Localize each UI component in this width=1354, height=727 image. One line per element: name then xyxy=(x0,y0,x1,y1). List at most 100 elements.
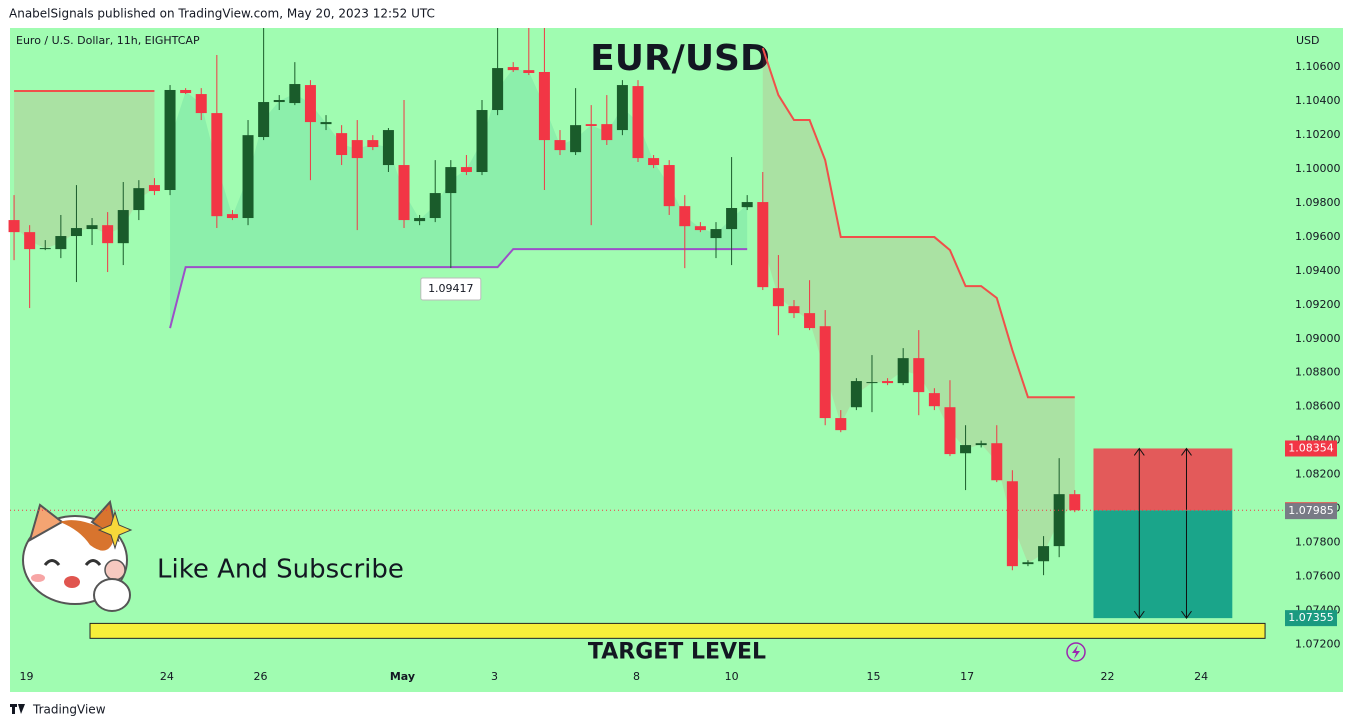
y-tick-label: 1.08600 xyxy=(1295,400,1341,413)
candle-body xyxy=(1038,546,1050,562)
footer-bar xyxy=(0,697,1354,727)
cat-icon xyxy=(22,499,133,612)
candle-body xyxy=(1006,481,1018,567)
subtitle: Euro / U.S. Dollar, 11h, EIGHTCAP xyxy=(16,34,200,47)
candle-body xyxy=(414,218,426,222)
y-tick-label: 1.08800 xyxy=(1295,366,1341,379)
x-tick-label: 3 xyxy=(491,670,498,683)
candle-body xyxy=(648,158,660,166)
candle-body xyxy=(39,248,51,250)
candle-body xyxy=(8,220,20,233)
x-tick-label: 22 xyxy=(1101,670,1115,683)
lightning-icon xyxy=(1066,642,1086,662)
y-tick-label: 1.10400 xyxy=(1295,94,1341,107)
candle-body xyxy=(991,443,1003,481)
candle-body xyxy=(788,306,800,314)
candle-body xyxy=(757,202,769,288)
x-tick-label: 19 xyxy=(20,670,34,683)
candle-body xyxy=(819,326,831,419)
y-tick-label: 1.09400 xyxy=(1295,264,1341,277)
chart-title: EUR/USD xyxy=(590,38,770,79)
candle-body xyxy=(242,135,254,219)
candle-body xyxy=(429,193,441,219)
y-tick-label: 1.08200 xyxy=(1295,468,1341,481)
candle-body xyxy=(273,100,285,103)
candle-body xyxy=(601,124,613,141)
target-label: TARGET LEVEL xyxy=(588,639,766,664)
y-tick-label: 1.07200 xyxy=(1295,637,1341,650)
x-tick-label: May xyxy=(390,670,415,683)
stop-zone xyxy=(1093,448,1233,511)
x-tick-label: 8 xyxy=(633,670,640,683)
footer: TradingView xyxy=(32,703,106,717)
price-badge-label: 1.07985 xyxy=(1288,504,1334,517)
candle-body xyxy=(804,313,816,329)
candle-body xyxy=(710,229,722,239)
candle-body xyxy=(398,165,410,221)
candle-body xyxy=(367,140,379,148)
price-badge xyxy=(1285,440,1337,457)
candle-body xyxy=(663,165,675,207)
candle-body xyxy=(523,70,535,74)
candle-body xyxy=(102,225,114,244)
y-tick-label: 1.07800 xyxy=(1295,536,1341,549)
candle-body xyxy=(195,94,207,114)
candle-body xyxy=(382,130,394,166)
candle-body xyxy=(148,185,160,192)
low-annotation-box xyxy=(420,277,482,301)
low-annotation: 1.09417 xyxy=(428,282,474,295)
candle-body xyxy=(24,232,36,250)
price-badge xyxy=(1285,503,1337,520)
candle-body xyxy=(304,85,316,123)
candle-body xyxy=(320,122,332,125)
candle-body xyxy=(133,188,145,211)
x-tick-label: 24 xyxy=(1194,670,1208,683)
price-badge xyxy=(1285,610,1337,627)
candle-body xyxy=(538,71,550,141)
x-tick-label: 15 xyxy=(867,670,881,683)
candle-body xyxy=(726,208,738,230)
trend-fill xyxy=(14,91,155,249)
candle-body xyxy=(741,202,753,208)
candle-body xyxy=(507,67,519,71)
candle-body xyxy=(772,288,784,307)
supertrend-line xyxy=(169,248,748,329)
candle-body xyxy=(226,214,238,219)
candle-body xyxy=(336,133,348,156)
candle-body xyxy=(960,445,972,454)
candle-body xyxy=(866,382,878,384)
candle-body xyxy=(289,84,301,104)
logo xyxy=(10,704,25,714)
candle-body xyxy=(460,167,472,173)
candle-body xyxy=(944,407,956,455)
candle-body xyxy=(913,358,925,393)
x-tick-label: 10 xyxy=(725,670,739,683)
candle-body xyxy=(351,140,363,159)
candle-body xyxy=(211,113,223,217)
candle-body xyxy=(70,228,82,237)
candle-body xyxy=(1053,494,1065,547)
price-badge-label: 1.08354 xyxy=(1288,441,1334,454)
candle-body xyxy=(897,358,909,384)
candle-body xyxy=(585,124,597,126)
y-tick-label: 1.09200 xyxy=(1295,298,1341,311)
candle-body xyxy=(117,210,129,244)
candle-body xyxy=(476,110,488,173)
candle-body xyxy=(554,140,566,151)
candle-body xyxy=(180,89,192,94)
y-tick-label: 1.10200 xyxy=(1295,128,1341,141)
x-tick-label: 26 xyxy=(254,670,268,683)
candle-body xyxy=(492,68,504,111)
candle-body xyxy=(1022,562,1034,565)
candle-body xyxy=(694,226,706,231)
y-tick-label: 1.09600 xyxy=(1295,230,1341,243)
y-tick-label: 1.07600 xyxy=(1295,570,1341,583)
candle-body xyxy=(835,418,847,431)
supertrend-line xyxy=(14,47,1075,399)
overlay-text: Like And Subscribe xyxy=(157,555,404,585)
x-tick-label: 24 xyxy=(160,670,174,683)
candle-body xyxy=(1069,494,1081,511)
x-tick-label: 17 xyxy=(960,670,974,683)
y-tick-label: 1.09000 xyxy=(1295,332,1341,345)
candle-body xyxy=(975,443,987,446)
